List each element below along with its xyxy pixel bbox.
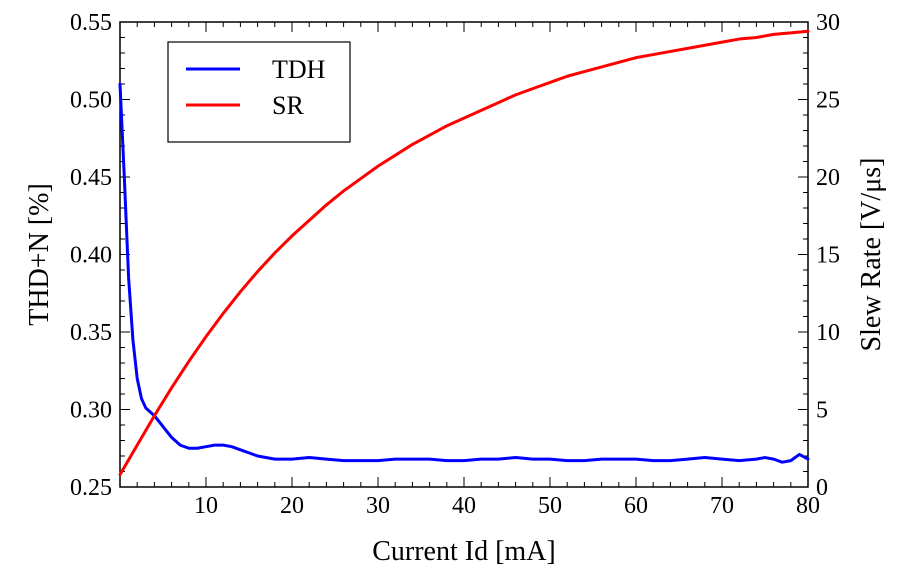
- legend-label-tdh: TDH: [272, 55, 326, 84]
- y-left-tick-label: 0.45: [70, 165, 112, 191]
- y-right-tick-label: 30: [816, 10, 840, 36]
- y-left-tick-label: 0.30: [70, 398, 112, 424]
- x-axis-title: Current Id [mA]: [372, 536, 556, 567]
- x-tick-label: 70: [710, 493, 734, 519]
- y-right-axis-title: Slew Rate [V/μs]: [856, 158, 887, 352]
- y-left-tick-label: 0.25: [70, 475, 112, 501]
- y-left-axis-title: THD+N [%]: [24, 183, 55, 326]
- x-tick-label: 10: [194, 493, 218, 519]
- x-tick-label: 60: [624, 493, 648, 519]
- legend: TDH SR: [167, 41, 351, 143]
- x-tick-label: 20: [280, 493, 304, 519]
- legend-label-sr: SR: [272, 91, 304, 120]
- series-line-sr: [118, 29, 810, 477]
- y-right-tick-label: 10: [816, 320, 840, 346]
- x-tick-label: 80: [796, 493, 820, 519]
- series-group: [118, 29, 810, 477]
- tick-labels: 10 20 30 40 50 60 70 800.250.300.350.400.450.50…: [70, 10, 840, 519]
- y-right-tick-label: 15: [816, 243, 840, 269]
- x-tick-label: 30: [366, 493, 390, 519]
- y-right-tick-label: 0: [816, 475, 828, 501]
- y-left-tick-label: 0.40: [70, 243, 112, 269]
- y-left-tick-label: 0.35: [70, 320, 112, 346]
- y-left-tick-label: 0.50: [70, 88, 112, 114]
- legend-box: [167, 41, 351, 143]
- y-right-tick-label: 20: [816, 165, 840, 191]
- x-tick-label: 50: [538, 493, 562, 519]
- y-left-tick-label: 0.55: [70, 10, 112, 36]
- y-right-tick-label: 25: [816, 88, 840, 114]
- y-right-tick-label: 5: [816, 398, 828, 424]
- series-line-tdh: [118, 82, 810, 464]
- x-tick-label: 40: [452, 493, 476, 519]
- ticks: [119, 21, 809, 488]
